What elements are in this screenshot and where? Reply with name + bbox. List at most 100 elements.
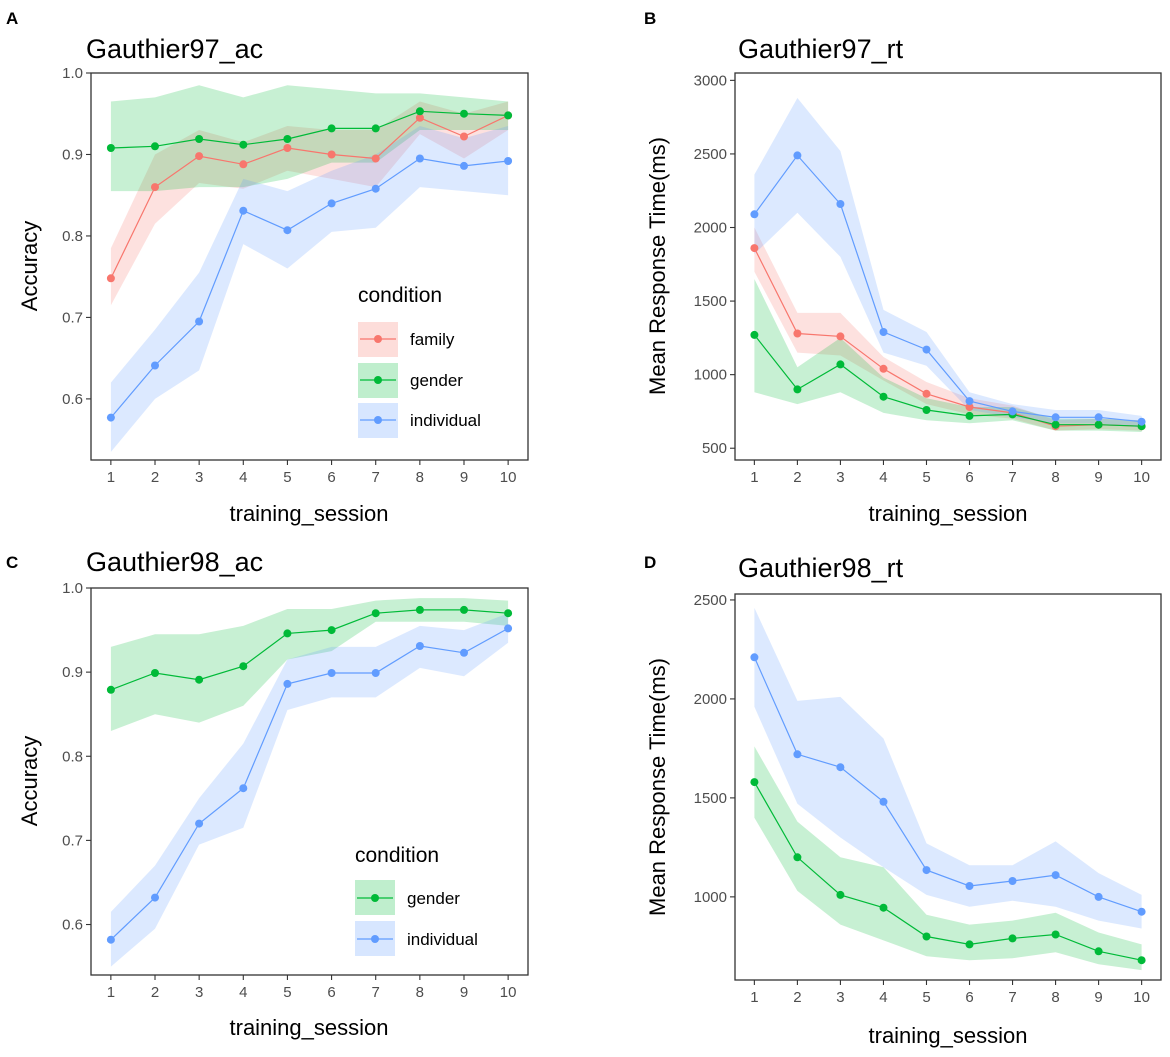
panel-d-y-tick-label-0: 1000 <box>694 889 727 906</box>
panel-b-x-tick-label-8: 9 <box>1094 469 1102 486</box>
panel-a-point-gender-1 <box>106 144 115 152</box>
panel-b-x-tick-label-6: 7 <box>1008 469 1016 486</box>
panel-c-point-individual-6 <box>327 669 336 677</box>
panel-c-band-individual <box>110 613 509 967</box>
panel-a-point-family-2 <box>151 183 159 192</box>
panel-a-point-individual-1 <box>106 413 115 422</box>
panel-a-point-individual-2 <box>151 361 159 370</box>
panel-c-y-axis-label: Accuracy <box>17 736 42 826</box>
panel-c-y-tick-label-4: 1.0 <box>62 580 83 597</box>
panel-c-point-gender-2 <box>151 669 159 677</box>
panel-d-point-gender-1 <box>750 778 759 787</box>
panel-a-point-gender-9 <box>460 109 468 118</box>
panel-b-point-individual-7 <box>1008 407 1017 416</box>
panel-d-point-individual-9 <box>1094 892 1103 901</box>
panel-a-x-tick-label-4: 5 <box>283 469 291 486</box>
panel-d-point-gender-5 <box>922 932 931 941</box>
panel-b-point-gender-2 <box>793 385 802 394</box>
panel-a-point-gender-4 <box>239 140 248 149</box>
panel-d-point-gender-10 <box>1137 956 1146 965</box>
panel-c-legend: condition gender individual <box>355 844 478 956</box>
panel-d-y-axis-label: Mean Response Time(ms) <box>645 658 670 916</box>
panel-c-line-gender <box>110 609 509 691</box>
panel-d-point-gender-6 <box>965 940 974 949</box>
panel-c-x-tick-label-9: 10 <box>500 984 517 1001</box>
panel-a-legend-label-gender: gender <box>410 371 463 390</box>
panel-c-point-individual-2 <box>151 893 159 902</box>
panel-b-point-individual-1 <box>750 210 759 219</box>
panel-d: D Gauthier98_rt 1000 1500 2000 2500 1 2 3 4 5 6 7 8… <box>644 553 1162 1048</box>
panel-b-band-gender <box>754 279 1142 432</box>
panel-b-line-gender <box>753 334 1142 427</box>
panel-a-y-tick-label-1: 0.7 <box>62 309 83 326</box>
panel-a-point-individual-5 <box>283 226 292 235</box>
panel-c-point-individual-8 <box>415 642 424 650</box>
panel-letter-a: A <box>6 9 18 28</box>
panel-c-point-gender-7 <box>371 609 380 618</box>
panel-c-legend-title: condition <box>355 844 439 867</box>
panel-d-x-tick-label-5: 6 <box>965 989 973 1006</box>
panel-a-x-tick-label-7: 8 <box>416 469 424 486</box>
panel-d-band-individual <box>754 607 1142 929</box>
panel-c-point-individual-5 <box>283 679 292 688</box>
panel-c: C Gauthier98_ac 0.6 0.7 0.8 0.9 1.0 1 2 3 4 5 6 7 8 9… <box>6 547 529 1040</box>
panel-c-y-tick-label-2: 0.8 <box>62 748 83 765</box>
panel-b-line-family <box>753 247 1142 427</box>
panel-d-y-tick-label-2: 2000 <box>694 691 727 708</box>
panel-d-x-tick-label-6: 7 <box>1008 989 1016 1006</box>
panel-a-point-individual-4 <box>239 206 248 215</box>
panel-a-plot-border <box>90 72 529 461</box>
panel-d-point-individual-5 <box>922 866 931 875</box>
panel-a-point-gender-10 <box>504 111 513 120</box>
panel-b-x-tick-label-7: 8 <box>1051 469 1059 486</box>
panel-c-legend-point-individual <box>371 935 379 943</box>
panel-b-y-tick-label-3: 2000 <box>694 220 727 237</box>
panel-b-point-gender-3 <box>836 360 845 369</box>
panel-a-point-gender-8 <box>415 107 424 116</box>
panel-c-x-tick-label-6: 7 <box>372 984 380 1001</box>
panel-b-x-tick-label-5: 6 <box>965 469 973 486</box>
panel-c-point-individual-3 <box>195 819 204 828</box>
panel-b-x-tick-label-9: 10 <box>1133 469 1150 486</box>
panel-c-point-individual-10 <box>504 624 513 633</box>
panel-b-plot-border <box>734 72 1162 461</box>
panel-letter-d: D <box>644 553 656 572</box>
panel-b-x-axis-label: training_session <box>869 501 1028 526</box>
panel-a-point-individual-8 <box>415 154 424 163</box>
panel-a-y-axis-label: Accuracy <box>17 221 42 311</box>
panel-b-point-individual-4 <box>879 328 888 336</box>
panel-a-legend-label-family: family <box>410 330 455 349</box>
panel-a-point-gender-7 <box>371 124 380 133</box>
panel-b-point-family-4 <box>879 364 888 373</box>
panel-b-point-family-2 <box>793 329 802 338</box>
panel-d-point-gender-8 <box>1051 930 1060 939</box>
panel-a-x-tick-label-2: 3 <box>195 469 203 486</box>
panel-c-point-gender-8 <box>415 605 424 614</box>
panel-a-x-tick-label-3: 4 <box>239 469 247 486</box>
panel-d-point-gender-9 <box>1094 947 1103 956</box>
panel-c-y-tick-label-1: 0.7 <box>62 832 83 849</box>
panel-c-point-individual-1 <box>106 935 115 944</box>
panel-c-point-individual-9 <box>460 648 468 657</box>
panel-d-point-gender-4 <box>879 903 888 912</box>
panel-c-plot-border <box>90 587 529 976</box>
panel-a-point-family-8 <box>415 113 424 122</box>
panel-d-line-gender <box>753 781 1142 961</box>
panel-b-band-family <box>754 227 1142 431</box>
panel-a-point-family-9 <box>460 132 468 141</box>
panel-d-x-tick-label-0: 1 <box>750 989 758 1006</box>
panel-d-band-gender <box>754 746 1142 971</box>
panel-a-y-tick-label-4: 1.0 <box>62 65 83 82</box>
panel-d-point-individual-7 <box>1008 877 1017 885</box>
panel-c-y-tick-label-3: 0.9 <box>62 664 83 681</box>
panel-a-x-tick-label-5: 6 <box>327 469 335 486</box>
panel-a-point-family-4 <box>239 160 248 169</box>
panel-b-title: Gauthier97_rt <box>738 34 904 64</box>
panel-d-x-tick-label-1: 2 <box>793 989 801 1006</box>
panel-a-title: Gauthier97_ac <box>86 34 263 64</box>
panel-c-title: Gauthier98_ac <box>86 547 263 577</box>
panel-d-point-individual-3 <box>836 763 845 772</box>
panel-c-y-tick-label-0: 0.6 <box>62 917 83 934</box>
panel-c-x-axis-label: training_session <box>230 1015 389 1040</box>
panel-a-line-individual <box>110 157 509 418</box>
